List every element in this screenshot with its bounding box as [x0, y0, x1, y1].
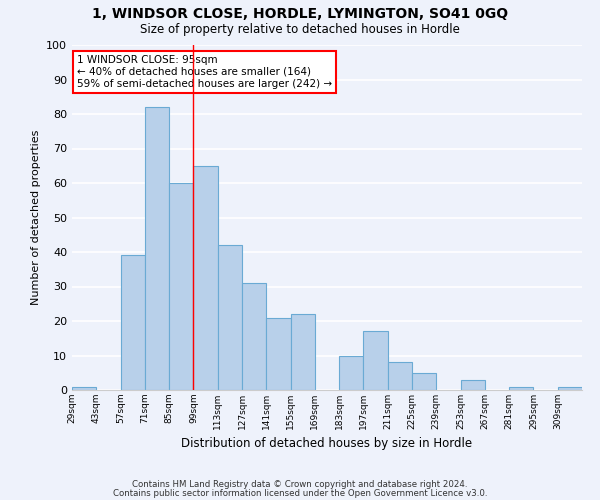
Bar: [388, 362, 412, 390]
Bar: [461, 380, 485, 390]
Text: 1, WINDSOR CLOSE, HORDLE, LYMINGTON, SO41 0GQ: 1, WINDSOR CLOSE, HORDLE, LYMINGTON, SO4…: [92, 8, 508, 22]
Bar: [242, 283, 266, 390]
Bar: [72, 386, 96, 390]
Text: 1 WINDSOR CLOSE: 95sqm
← 40% of detached houses are smaller (164)
59% of semi-de: 1 WINDSOR CLOSE: 95sqm ← 40% of detached…: [77, 56, 332, 88]
Bar: [558, 386, 582, 390]
Bar: [145, 107, 169, 390]
Bar: [412, 373, 436, 390]
Bar: [121, 256, 145, 390]
Text: Size of property relative to detached houses in Hordle: Size of property relative to detached ho…: [140, 22, 460, 36]
Bar: [218, 245, 242, 390]
Bar: [339, 356, 364, 390]
Bar: [290, 314, 315, 390]
Bar: [193, 166, 218, 390]
X-axis label: Distribution of detached houses by size in Hordle: Distribution of detached houses by size …: [181, 438, 473, 450]
Text: Contains public sector information licensed under the Open Government Licence v3: Contains public sector information licen…: [113, 488, 487, 498]
Bar: [266, 318, 290, 390]
Y-axis label: Number of detached properties: Number of detached properties: [31, 130, 41, 305]
Text: Contains HM Land Registry data © Crown copyright and database right 2024.: Contains HM Land Registry data © Crown c…: [132, 480, 468, 489]
Bar: [509, 386, 533, 390]
Bar: [169, 183, 193, 390]
Bar: [364, 332, 388, 390]
